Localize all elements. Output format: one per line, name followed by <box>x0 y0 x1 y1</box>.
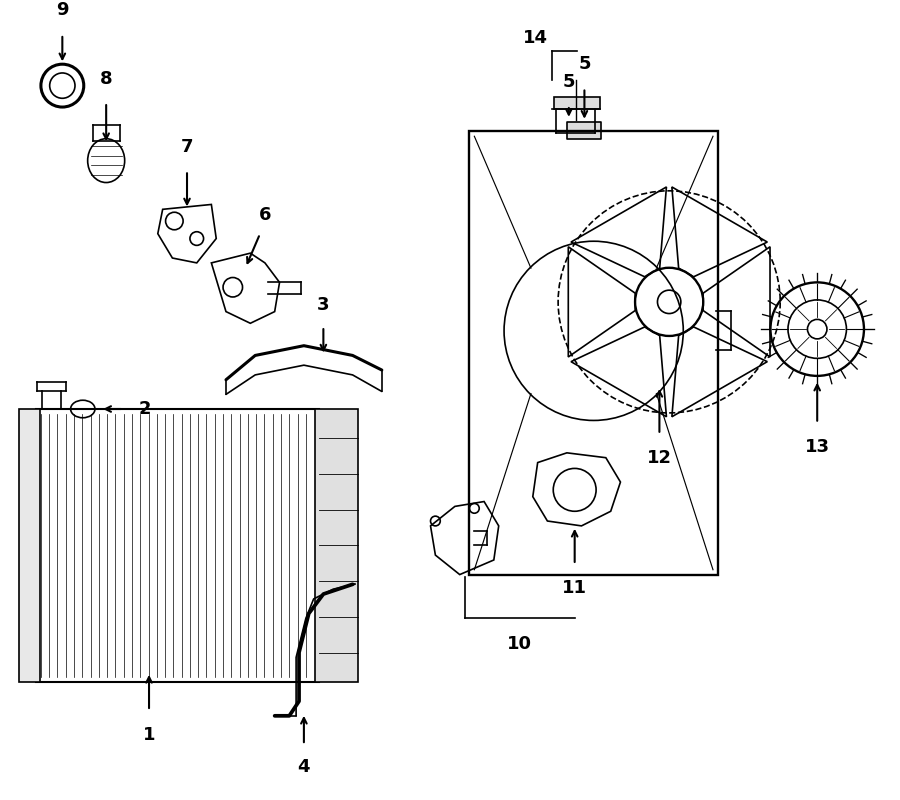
Text: 4: 4 <box>298 758 310 776</box>
Text: 9: 9 <box>56 2 68 19</box>
Text: 5: 5 <box>562 74 575 91</box>
Text: 11: 11 <box>562 579 587 598</box>
Bar <box>470 131 718 574</box>
Text: 5: 5 <box>578 55 590 73</box>
Bar <box>19 409 40 682</box>
Bar <box>315 409 358 682</box>
Text: 8: 8 <box>100 70 112 87</box>
Text: 13: 13 <box>805 438 830 456</box>
Bar <box>36 409 319 682</box>
Text: 3: 3 <box>317 295 329 314</box>
Text: 14: 14 <box>523 29 548 46</box>
Text: 6: 6 <box>258 206 271 224</box>
Bar <box>554 98 600 109</box>
Text: 2: 2 <box>139 400 151 418</box>
Text: 12: 12 <box>647 450 672 467</box>
Bar <box>567 122 601 139</box>
Text: 10: 10 <box>507 635 532 653</box>
Text: 7: 7 <box>181 138 194 156</box>
Text: 1: 1 <box>143 726 156 743</box>
